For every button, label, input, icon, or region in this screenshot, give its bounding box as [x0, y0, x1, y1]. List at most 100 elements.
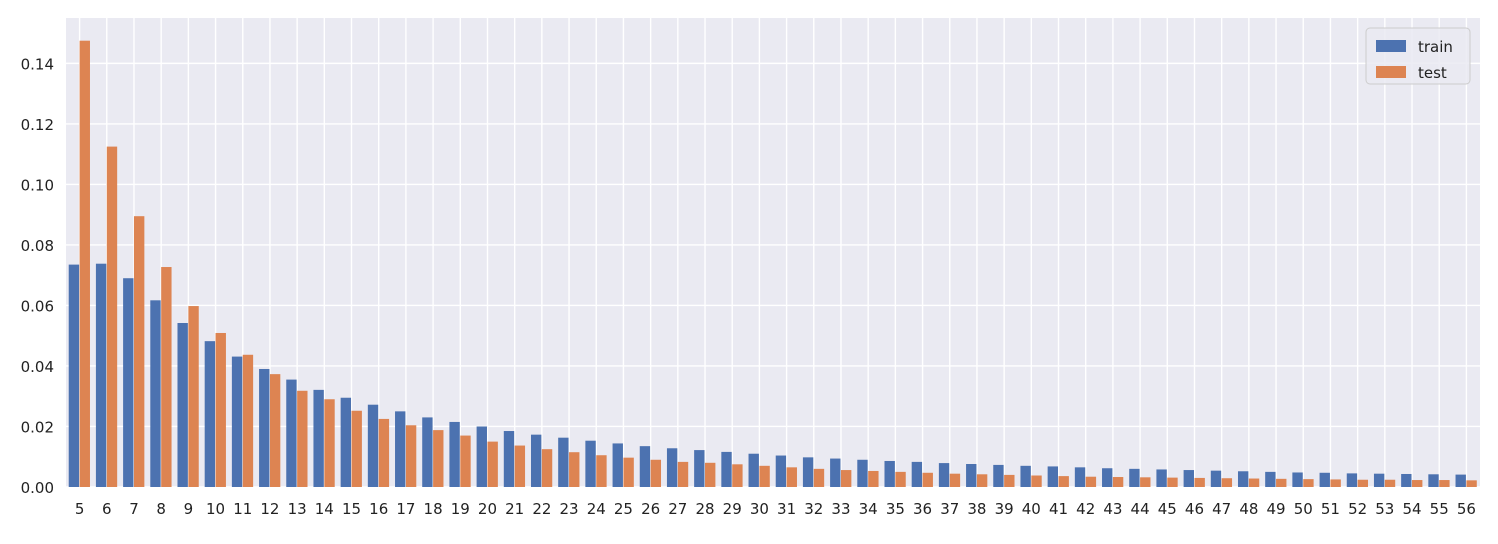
- x-tick-label: 21: [505, 500, 524, 518]
- bar-test-34: [868, 470, 879, 487]
- x-tick-label: 30: [750, 500, 769, 518]
- x-tick-label: 18: [424, 500, 443, 518]
- x-tick-label: 45: [1158, 500, 1177, 518]
- bar-train-9: [177, 323, 188, 487]
- x-axis: 5 6 7 8 9 10 11 12 13 14 15 16 17 18 19 20 21 22 23 24 25 26 2…: [75, 500, 1476, 518]
- x-tick-label: 28: [695, 500, 714, 518]
- bar-test-22: [541, 449, 553, 487]
- bar-test-42: [1085, 476, 1097, 487]
- y-tick-label: 0.00: [21, 479, 54, 497]
- legend-label-train: train: [1418, 38, 1453, 56]
- bar-train-41: [1047, 466, 1059, 487]
- bar-test-35: [895, 471, 906, 487]
- x-tick-label: 10: [206, 500, 225, 518]
- bar-train-25: [612, 443, 623, 487]
- x-tick-label: 43: [1103, 500, 1122, 518]
- x-tick-label: 37: [940, 500, 959, 518]
- bar-train-53: [1373, 473, 1385, 487]
- bar-test-44: [1140, 477, 1151, 487]
- x-tick-label: 32: [804, 500, 823, 518]
- bar-train-14: [313, 389, 324, 487]
- legend-swatch-train: [1376, 40, 1406, 52]
- bar-train-49: [1265, 471, 1276, 487]
- bar-train-54: [1401, 473, 1412, 487]
- bar-test-14: [324, 399, 335, 487]
- bar-test-50: [1303, 479, 1314, 487]
- x-tick-label: 52: [1348, 500, 1367, 518]
- bar-train-30: [748, 453, 759, 487]
- bar-train-36: [911, 461, 923, 487]
- x-tick-label: 22: [532, 500, 551, 518]
- legend-swatch-test: [1376, 66, 1406, 78]
- bar-test-21: [514, 445, 526, 487]
- bar-test-28: [705, 462, 716, 487]
- bar-train-34: [857, 459, 868, 487]
- x-tick-label: 54: [1402, 500, 1421, 518]
- bar-train-6: [95, 263, 107, 487]
- legend-label-test: test: [1418, 64, 1447, 82]
- bar-test-36: [922, 472, 933, 487]
- series-train: [68, 263, 1466, 487]
- x-tick-label: 13: [288, 500, 307, 518]
- legend: train test: [1365, 27, 1471, 85]
- x-tick-label: 8: [156, 500, 166, 518]
- bar-test-26: [650, 459, 662, 487]
- x-tick-label: 26: [641, 500, 660, 518]
- x-tick-label: 42: [1076, 500, 1095, 518]
- y-tick-label: 0.08: [21, 237, 54, 255]
- bar-test-38: [976, 474, 988, 487]
- bar-train-18: [422, 417, 433, 487]
- bar-test-8: [161, 267, 172, 487]
- bar-test-43: [1112, 477, 1124, 487]
- bar-train-10: [204, 341, 216, 487]
- x-tick-label: 5: [75, 500, 85, 518]
- x-tick-label: 41: [1049, 500, 1068, 518]
- x-tick-label: 31: [777, 500, 796, 518]
- x-tick-label: 47: [1212, 500, 1231, 518]
- bar-test-32: [813, 468, 825, 487]
- bar-train-24: [585, 440, 596, 487]
- bar-train-26: [639, 446, 651, 487]
- bar-test-9: [188, 306, 199, 487]
- y-tick-label: 0.06: [21, 297, 54, 315]
- bar-test-20: [487, 441, 498, 487]
- bar-train-48: [1237, 471, 1249, 487]
- bar-train-33: [830, 458, 841, 487]
- x-tick-label: 49: [1267, 500, 1286, 518]
- x-tick-label: 55: [1430, 500, 1449, 518]
- bar-test-6: [106, 146, 118, 487]
- bar-test-13: [297, 390, 308, 487]
- bar-test-11: [242, 354, 254, 487]
- bar-test-52: [1357, 479, 1369, 487]
- x-tick-label: 34: [859, 500, 878, 518]
- x-tick-label: 6: [102, 500, 112, 518]
- bar-train-15: [340, 397, 352, 487]
- bar-test-51: [1330, 479, 1341, 487]
- y-tick-label: 0.04: [21, 358, 54, 376]
- y-axis: 0.00 0.02 0.04 0.06 0.08 0.10 0.12 0.14: [21, 55, 54, 497]
- series-test: [79, 40, 1477, 488]
- bar-train-50: [1292, 472, 1303, 487]
- bar-test-45: [1167, 477, 1178, 487]
- x-tick-label: 14: [315, 500, 334, 518]
- bar-train-8: [150, 300, 161, 487]
- x-tick-label: 48: [1239, 500, 1258, 518]
- bar-train-44: [1129, 468, 1140, 487]
- bar-test-16: [378, 418, 390, 487]
- bar-test-7: [133, 216, 145, 488]
- bar-train-28: [694, 450, 705, 487]
- x-tick-label: 23: [560, 500, 579, 518]
- bar-train-52: [1346, 473, 1358, 487]
- y-tick-label: 0.10: [21, 176, 54, 194]
- bar-train-37: [938, 463, 950, 487]
- bar-test-18: [433, 430, 444, 487]
- bar-train-21: [503, 431, 515, 487]
- bar-test-31: [786, 467, 797, 487]
- bar-train-22: [530, 434, 542, 487]
- bar-train-38: [966, 464, 977, 487]
- bar-train-12: [259, 368, 270, 487]
- bar-test-17: [405, 425, 417, 487]
- bar-test-56: [1466, 480, 1477, 487]
